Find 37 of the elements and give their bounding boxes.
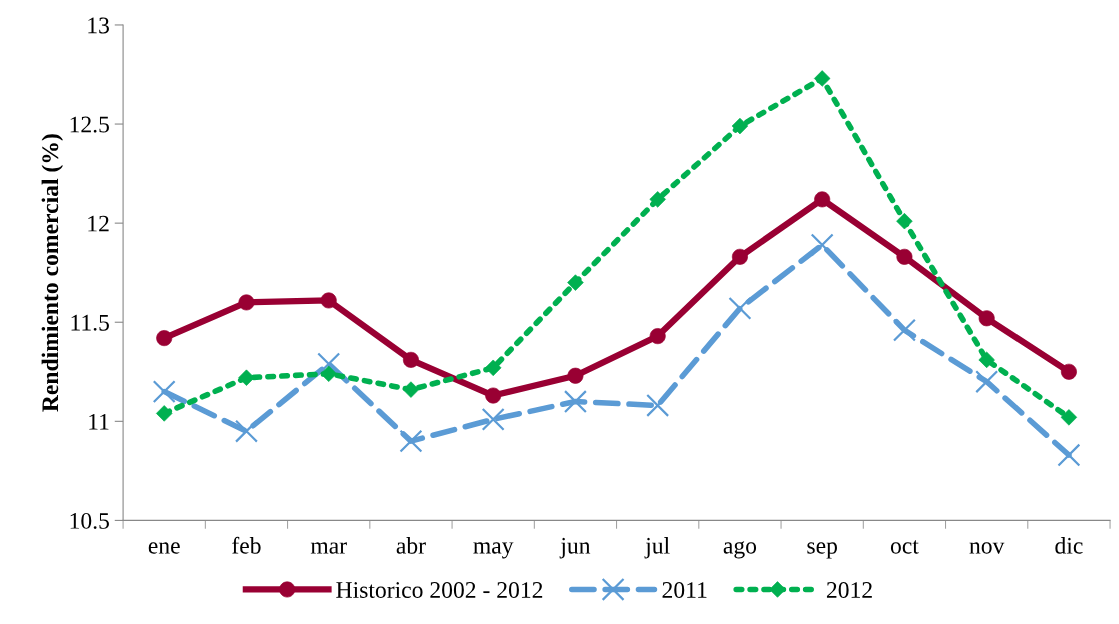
y-tick-label: 12.5 — [70, 116, 109, 133]
x-tick-label: nov — [969, 542, 1005, 554]
point — [399, 429, 423, 453]
point — [1057, 443, 1081, 467]
x-tick-label: mar — [310, 542, 347, 554]
point — [1060, 409, 1078, 426]
y-tick-label: 12 — [88, 215, 109, 232]
y-tick-label: 11.5 — [71, 314, 109, 331]
x-tick-label: dic — [1055, 537, 1083, 554]
point — [485, 387, 502, 404]
point — [646, 393, 670, 417]
x-tick-label: ago — [723, 541, 757, 559]
y-tick-label: 10.5 — [70, 512, 109, 529]
x-tick-label: jun — [559, 537, 591, 559]
x-tick-label: abr — [396, 537, 426, 554]
legend-label: Historico 2002 - 2012 — [336, 582, 543, 598]
point — [152, 380, 176, 404]
point — [896, 212, 913, 230]
x-tick-label: ene — [148, 542, 180, 554]
point — [234, 419, 258, 443]
y-tick-label: 13 — [88, 17, 109, 34]
legend-label: 2011 — [662, 582, 707, 598]
point — [810, 233, 834, 257]
point — [481, 407, 505, 431]
x-tick-label: sep — [807, 542, 837, 559]
point — [728, 296, 752, 320]
point — [563, 389, 587, 414]
y-axis-title: Rendimiento comercial (%) — [41, 134, 64, 412]
x-tick-label: oct — [890, 540, 919, 554]
x-tick-label: feb — [232, 536, 261, 554]
point — [892, 318, 916, 342]
y-tick-label: 11 — [89, 413, 109, 430]
x-tick-label: jul — [644, 537, 670, 559]
x-tick-label: may — [473, 542, 514, 559]
point — [317, 352, 341, 376]
legend-label: 2012 — [826, 582, 872, 598]
point — [975, 370, 999, 394]
